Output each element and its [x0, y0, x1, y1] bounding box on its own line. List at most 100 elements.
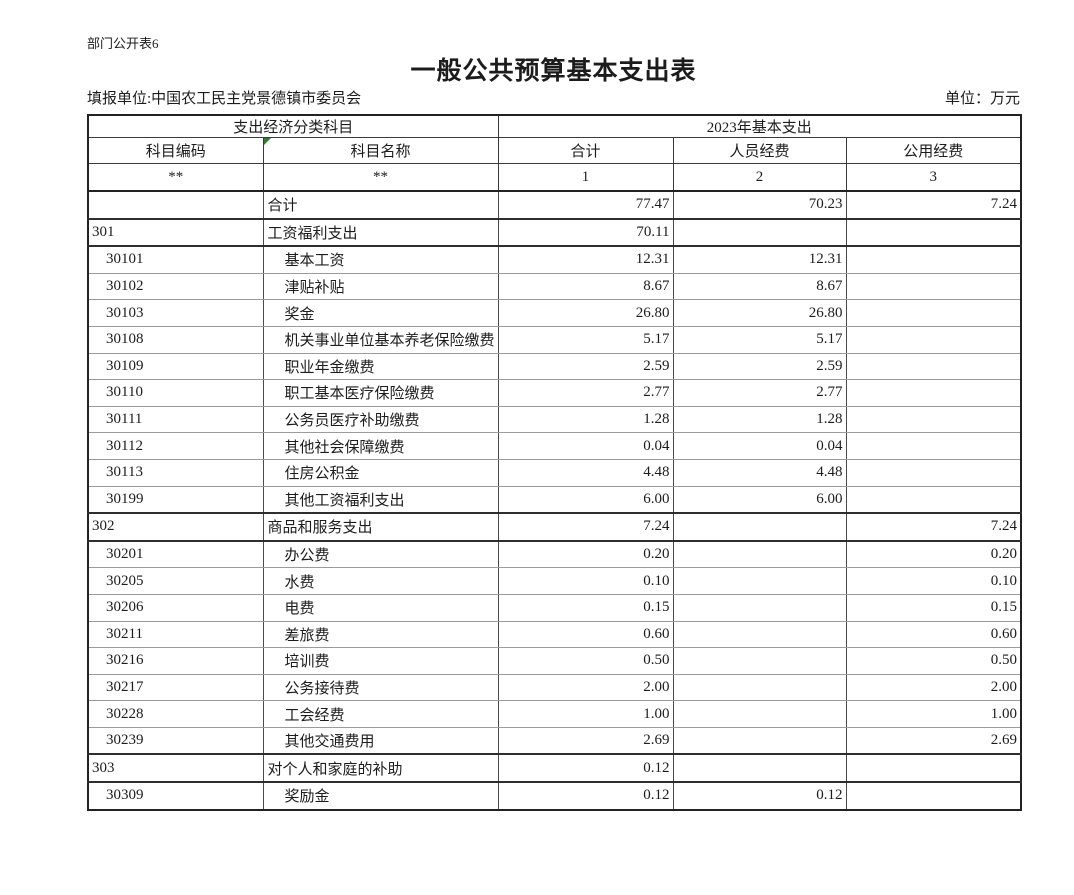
table-row: 30111 公务员医疗补助缴费 1.28 1.28 — [87, 405, 1022, 434]
table-row: 30216 培训费 0.50 0.50 — [87, 647, 1022, 675]
header-index-1: 1 — [497, 163, 674, 192]
cell-subject-code: 30103 — [87, 299, 264, 327]
cell-total: 0.50 — [497, 647, 674, 675]
cell-subject-name: 对个人和家庭的补助 — [262, 753, 499, 784]
cell-personnel-funds: 70.23 — [672, 190, 847, 220]
cell-subject-name: 差旅费 — [262, 620, 499, 649]
cell-total: 8.67 — [497, 272, 674, 301]
cell-personnel-funds — [672, 673, 847, 702]
header-index-2: 2 — [672, 163, 847, 192]
cell-subject-code: 30217 — [87, 673, 264, 702]
cell-total: 0.10 — [497, 567, 674, 595]
cell-public-funds: 2.00 — [845, 673, 1022, 702]
page: { "page": { "doc_label": "部门公开表6", "titl… — [0, 36, 1074, 895]
table-row: 30201 办公费 0.20 0.20 — [87, 540, 1022, 569]
header-public-funds: 公用经费 — [845, 137, 1022, 164]
table-row: 30102 津贴补贴 8.67 8.67 — [87, 272, 1022, 301]
header-subject-code: 科目编码 — [87, 137, 264, 164]
table-row: 30101 基本工资 12.31 12.31 — [87, 245, 1022, 274]
cell-total: 7.24 — [497, 512, 674, 542]
cell-subject-code: 30108 — [87, 325, 264, 354]
cell-personnel-funds — [672, 540, 847, 569]
table-row: 30109 职业年金缴费 2.59 2.59 — [87, 352, 1022, 381]
cell-subject-name: 机关事业单位基本养老保险缴费 — [262, 325, 499, 354]
table-row: 30217 公务接待费 2.00 2.00 — [87, 673, 1022, 702]
cell-subject-name: 公务员医疗补助缴费 — [262, 405, 499, 434]
header-columns-row: 科目编码 科目名称 合计 人员经费 公用经费 — [87, 137, 1022, 164]
cell-personnel-funds — [672, 647, 847, 675]
cell-subject-name: 津贴补贴 — [262, 272, 499, 301]
cell-personnel-funds: 4.48 — [672, 458, 847, 487]
cell-subject-code: 30201 — [87, 540, 264, 569]
cell-total: 5.17 — [497, 325, 674, 354]
cell-total: 70.11 — [497, 217, 674, 248]
cell-subject-code: 302 — [87, 512, 264, 542]
cell-public-funds: 0.10 — [845, 567, 1022, 595]
cell-personnel-funds: 2.77 — [672, 379, 847, 407]
cell-personnel-funds — [672, 512, 847, 542]
cell-total: 26.80 — [497, 299, 674, 327]
budget-table: 支出经济分类科目 2023年基本支出 科目编码 科目名称 合计 人员经费 公用经… — [87, 114, 1023, 811]
cell-public-funds — [845, 781, 1022, 811]
cell-personnel-funds: 0.04 — [672, 432, 847, 460]
cell-public-funds — [845, 485, 1022, 514]
header-index-row: ** ** 1 2 3 — [87, 163, 1022, 192]
table-row: 30239 其他交通费用 2.69 2.69 — [87, 726, 1022, 755]
cell-public-funds — [845, 217, 1022, 248]
cell-personnel-funds: 6.00 — [672, 485, 847, 514]
header-2023-basic-expenditure: 2023年基本支出 — [497, 114, 1022, 138]
info-row: 填报单位:中国农工民主党景德镇市委员会 单位：万元 — [87, 90, 1020, 109]
cell-personnel-funds — [672, 700, 847, 728]
cell-subject-code — [87, 190, 264, 220]
cell-total: 0.20 — [497, 540, 674, 569]
cell-personnel-funds — [672, 217, 847, 248]
cell-subject-code: 30205 — [87, 567, 264, 595]
cell-subject-name: 工会经费 — [262, 700, 499, 728]
header-index-3: 3 — [845, 163, 1022, 192]
table-row: 30205 水费 0.10 0.10 — [87, 567, 1022, 595]
cell-subject-name: 合计 — [262, 190, 499, 220]
cell-subject-code: 30109 — [87, 352, 264, 381]
cell-public-funds — [845, 325, 1022, 354]
cell-personnel-funds: 8.67 — [672, 272, 847, 301]
cell-subject-name: 奖励金 — [262, 781, 499, 811]
header-expenditure-classification: 支出经济分类科目 — [87, 114, 499, 138]
cell-subject-name: 基本工资 — [262, 245, 499, 274]
cell-total: 2.69 — [497, 726, 674, 755]
header-index-name: ** — [262, 163, 499, 192]
cell-subject-name: 办公费 — [262, 540, 499, 569]
cell-subject-name: 电费 — [262, 593, 499, 622]
table-row: 30309 奖励金 0.12 0.12 — [87, 781, 1022, 811]
cell-subject-code: 30216 — [87, 647, 264, 675]
cell-total: 0.15 — [497, 593, 674, 622]
cell-subject-name: 其他社会保障缴费 — [262, 432, 499, 460]
cell-personnel-funds: 0.12 — [672, 781, 847, 811]
doc-label: 部门公开表6 — [87, 36, 159, 51]
cell-total: 1.28 — [497, 405, 674, 434]
table-row: 30108 机关事业单位基本养老保险缴费 5.17 5.17 — [87, 325, 1022, 354]
header-total: 合计 — [497, 137, 674, 164]
table-row: 303 对个人和家庭的补助 0.12 — [87, 753, 1022, 784]
cell-subject-code: 30228 — [87, 700, 264, 728]
cell-public-funds: 1.00 — [845, 700, 1022, 728]
cell-public-funds — [845, 753, 1022, 784]
cell-subject-name: 公务接待费 — [262, 673, 499, 702]
table-row: 30112 其他社会保障缴费 0.04 0.04 — [87, 432, 1022, 460]
table-row: 30113 住房公积金 4.48 4.48 — [87, 458, 1022, 487]
cell-total: 77.47 — [497, 190, 674, 220]
cell-total: 0.60 — [497, 620, 674, 649]
page-title: 一般公共预算基本支出表 — [410, 58, 697, 85]
table-row: 30110 职工基本医疗保险缴费 2.77 2.77 — [87, 379, 1022, 407]
table-row: 30228 工会经费 1.00 1.00 — [87, 700, 1022, 728]
table-row: 30206 电费 0.15 0.15 — [87, 593, 1022, 622]
cell-public-funds — [845, 245, 1022, 274]
cell-personnel-funds — [672, 753, 847, 784]
table-header: 支出经济分类科目 2023年基本支出 科目编码 科目名称 合计 人员经费 公用经… — [87, 114, 1022, 192]
unit-note: 单位：万元 — [944, 91, 1020, 107]
cell-personnel-funds — [672, 593, 847, 622]
cell-public-funds: 0.20 — [845, 540, 1022, 569]
cell-public-funds — [845, 458, 1022, 487]
header-subject-name-label: 科目名称 — [350, 144, 411, 160]
cell-public-funds: 7.24 — [845, 512, 1022, 542]
table-row: 302 商品和服务支出 7.24 7.24 — [87, 512, 1022, 542]
